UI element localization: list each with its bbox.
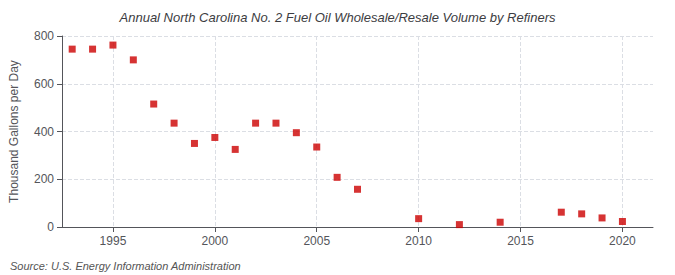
svg-text:Annual North Carolina No. 2 Fu: Annual North Carolina No. 2 Fuel Oil Who… [119, 10, 556, 25]
svg-text:800: 800 [34, 29, 54, 43]
svg-text:0: 0 [47, 220, 54, 234]
svg-text:2000: 2000 [201, 234, 228, 248]
svg-text:600: 600 [34, 77, 54, 91]
svg-text:200: 200 [34, 172, 54, 186]
svg-text:2020: 2020 [609, 234, 636, 248]
svg-text:1995: 1995 [100, 234, 127, 248]
svg-text:Source: U.S. Energy Informatio: Source: U.S. Energy Information Administ… [10, 260, 241, 272]
svg-text:400: 400 [34, 125, 54, 139]
svg-text:2010: 2010 [405, 234, 432, 248]
svg-text:Thousand Gallons per Day: Thousand Gallons per Day [7, 60, 21, 203]
svg-text:2005: 2005 [303, 234, 330, 248]
svg-text:2015: 2015 [507, 234, 534, 248]
